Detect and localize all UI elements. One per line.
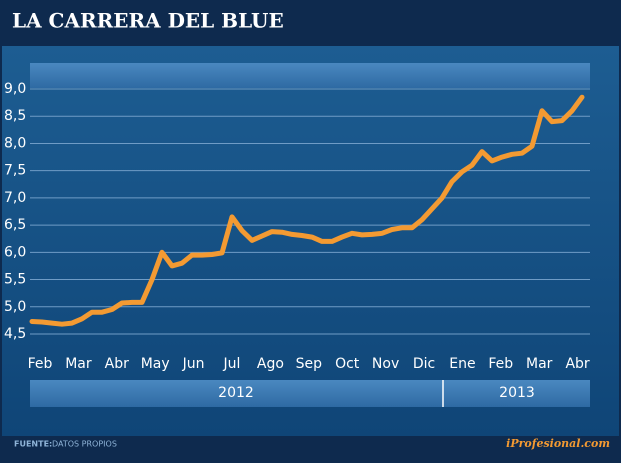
- y-tick-label: 5,5: [4, 272, 26, 288]
- x-tick-label: Abr: [565, 356, 589, 372]
- x-tick-label: Jul: [223, 356, 241, 372]
- x-tick-label: Feb: [488, 356, 513, 372]
- top-band: [30, 63, 590, 88]
- y-tick-label: 9,0: [4, 81, 26, 97]
- x-tick-label: Nov: [372, 356, 399, 372]
- x-tick-label: Mar: [65, 356, 92, 372]
- source-label: FUENTE:: [14, 440, 52, 449]
- x-tick-label: Dic: [413, 356, 435, 372]
- x-tick-label: Jun: [182, 356, 205, 372]
- y-tick-label: 8,5: [4, 108, 26, 124]
- x-tick-label: Oct: [335, 356, 360, 372]
- year-label: 2012: [218, 385, 254, 401]
- x-tick-label: May: [141, 356, 170, 372]
- plot-panel: [2, 46, 619, 436]
- y-tick-label: 7,5: [4, 163, 26, 179]
- y-tick-label: 5,0: [4, 299, 26, 315]
- brand: iProfesional.com: [506, 437, 610, 450]
- year-band: [30, 380, 590, 407]
- year-label: 2013: [499, 385, 535, 401]
- source: DATOS PROPIOS: [52, 440, 117, 449]
- x-tick-label: Sep: [296, 356, 323, 372]
- x-tick-label: Ene: [449, 356, 475, 372]
- y-tick-label: 4,5: [4, 326, 26, 342]
- x-tick-label: Mar: [526, 356, 553, 372]
- x-tick-label: Abr: [105, 356, 129, 372]
- x-tick-label: Feb: [28, 356, 53, 372]
- line: [29, 94, 585, 327]
- x-tick-label: Ago: [257, 356, 284, 372]
- y-tick-label: 6,5: [4, 217, 26, 233]
- y-tick-label: 8,0: [4, 135, 26, 151]
- y-tick-label: 7,0: [4, 190, 26, 206]
- chart-title: LA CARRERA DEL BLUE: [12, 9, 284, 33]
- y-tick-label: 6,0: [4, 244, 26, 260]
